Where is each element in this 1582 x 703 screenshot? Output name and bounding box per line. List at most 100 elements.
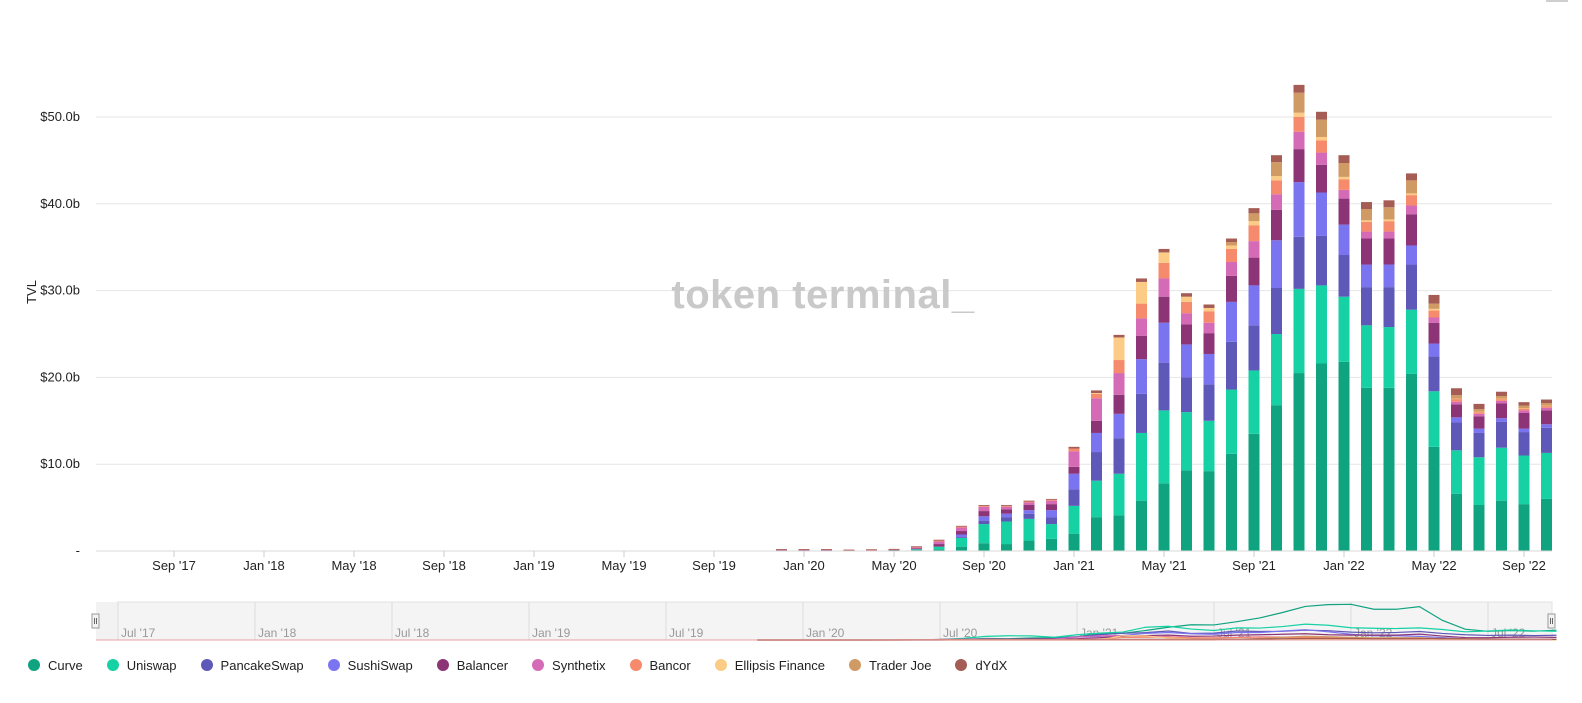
bar-stack[interactable] [1451,388,1462,551]
bar-stack[interactable] [1248,208,1260,551]
bar-segment-ellipsis-finance[interactable] [1316,136,1327,141]
bar-segment-ellipsis-finance[interactable] [1248,221,1260,226]
bar-segment-balancer[interactable] [1158,296,1170,323]
legend-item-pancakeswap[interactable]: PancakeSwap [200,658,304,673]
bar-segment-dydx[interactable] [776,549,787,550]
bar-segment-curve[interactable] [1068,533,1080,551]
bar-segment-bancor[interactable] [1428,310,1440,318]
bar-segment-synthetix[interactable] [1001,506,1012,510]
bar-segment-pancakeswap[interactable] [1046,517,1057,525]
bar-segment-bancor[interactable] [956,526,967,528]
bar-segment-curve[interactable] [933,549,945,551]
bar-segment-trader-joe[interactable] [1248,213,1260,222]
bar-segment-trader-joe[interactable] [1496,396,1507,399]
bar-segment-trader-joe[interactable] [1541,403,1552,406]
bar-segment-bancor[interactable] [1406,195,1417,206]
bar-segment-ellipsis-finance[interactable] [1451,398,1462,400]
bar-segment-curve[interactable] [1518,504,1530,551]
bar-segment-sushiswap[interactable] [1181,344,1192,378]
bar-segment-uniswap[interactable] [1518,455,1530,505]
bar-segment-balancer[interactable] [1046,504,1057,511]
bar-segment-trader-joe[interactable] [1316,119,1327,137]
bar-segment-pancakeswap[interactable] [1518,432,1530,456]
bar-segment-ellipsis-finance[interactable] [1406,193,1417,196]
bar-segment-pancakeswap[interactable] [1203,384,1215,421]
bar-segment-dydx[interactable] [956,525,967,527]
bar-segment-uniswap[interactable] [1361,325,1372,388]
bar-segment-pancakeswap[interactable] [1226,341,1237,390]
bar-segment-bancor[interactable] [1383,221,1395,232]
bar-segment-pancakeswap[interactable] [1496,421,1507,448]
bar-segment-dydx[interactable] [1541,399,1552,404]
bar-segment-balancer[interactable] [1473,416,1485,429]
bar-segment-bancor[interactable] [1023,501,1035,503]
bar-segment-trader-joe[interactable] [1406,180,1417,194]
bar-segment-ellipsis-finance[interactable] [1428,308,1440,311]
bar-segment-synthetix[interactable] [1496,400,1507,404]
bar-segment-uniswap[interactable] [978,524,990,544]
bar-segment-sushiswap[interactable] [1518,428,1530,433]
bar-segment-sushiswap[interactable] [1203,353,1215,385]
bar-segment-bancor[interactable] [1001,505,1012,507]
bar-segment-dydx[interactable] [1226,238,1237,242]
bar-segment-synthetix[interactable] [1068,451,1080,467]
bar-segment-dydx[interactable] [1451,388,1462,396]
bar-segment-uniswap[interactable] [1046,524,1057,539]
bar-stack[interactable] [1001,504,1012,551]
bar-segment-synthetix[interactable] [1451,401,1462,405]
bar-segment-balancer[interactable] [978,511,990,517]
navigator-handle-left[interactable] [91,613,100,629]
bar-segment-pancakeswap[interactable] [1293,236,1305,289]
bar-segment-pancakeswap[interactable] [1158,362,1170,411]
bar-segment-bancor[interactable] [1181,301,1192,314]
bar-segment-dydx[interactable] [1496,391,1507,397]
bar-segment-trader-joe[interactable] [1271,162,1282,177]
bar-segment-sushiswap[interactable] [1248,285,1260,326]
bar-segment-trader-joe[interactable] [1518,405,1530,409]
bar-segment-synthetix[interactable] [1406,205,1417,215]
bar-segment-balancer[interactable] [1091,420,1102,433]
bar-segment-balancer[interactable] [1023,504,1035,511]
bar-segment-pancakeswap[interactable] [956,537,967,538]
bar-segment-dydx[interactable] [1203,304,1215,308]
bar-segment-uniswap[interactable] [1113,473,1125,516]
bar-segment-bancor[interactable] [1226,248,1237,262]
bar-segment-bancor[interactable] [933,540,945,542]
bar-segment-pancakeswap[interactable] [1068,489,1080,506]
bar-segment-curve[interactable] [1406,373,1417,551]
bar-segment-synthetix[interactable] [1226,261,1237,276]
bar-segment-dydx[interactable] [1271,155,1282,163]
bar-segment-balancer[interactable] [1496,403,1507,419]
bar-segment-curve[interactable] [1113,515,1125,551]
bar-segment-uniswap[interactable] [1406,309,1417,374]
bar-segment-synthetix[interactable] [956,527,967,532]
bar-segment-dydx[interactable] [888,548,900,550]
bar-stack[interactable] [1406,173,1417,551]
bar-segment-synthetix[interactable] [1361,231,1372,239]
bar-segment-balancer[interactable] [1001,509,1012,514]
bar-segment-dydx[interactable] [1361,202,1372,210]
bar-segment-balancer[interactable] [1338,198,1350,225]
bar-stack[interactable] [1518,402,1530,551]
bar-segment-balancer[interactable] [1068,466,1080,474]
bar-segment-curve[interactable] [1473,504,1485,551]
bar-segment-balancer[interactable] [956,531,967,535]
bar-segment-curve[interactable] [1541,498,1552,551]
bar-segment-sushiswap[interactable] [1023,510,1035,514]
bar-segment-bancor[interactable] [1271,180,1282,195]
bar-segment-synthetix[interactable] [933,541,945,545]
bar-stack[interactable] [1293,84,1305,551]
bar-segment-ellipsis-finance[interactable] [1113,337,1125,361]
legend-item-synthetix[interactable]: Synthetix [532,658,606,673]
bar-segment-dydx[interactable] [911,546,922,548]
bar-segment-uniswap[interactable] [1001,521,1012,545]
bar-segment-dydx[interactable] [933,539,945,541]
bar-stack[interactable] [1541,399,1552,551]
bar-segment-balancer[interactable] [1541,410,1552,425]
bar-segment-bancor[interactable] [978,505,990,507]
bar-segment-bancor[interactable] [1293,117,1305,132]
bar-segment-ellipsis-finance[interactable] [1293,112,1305,117]
bar-segment-uniswap[interactable] [1293,288,1305,374]
bar-segment-bancor[interactable] [1451,399,1462,402]
bar-segment-pancakeswap[interactable] [978,520,990,525]
